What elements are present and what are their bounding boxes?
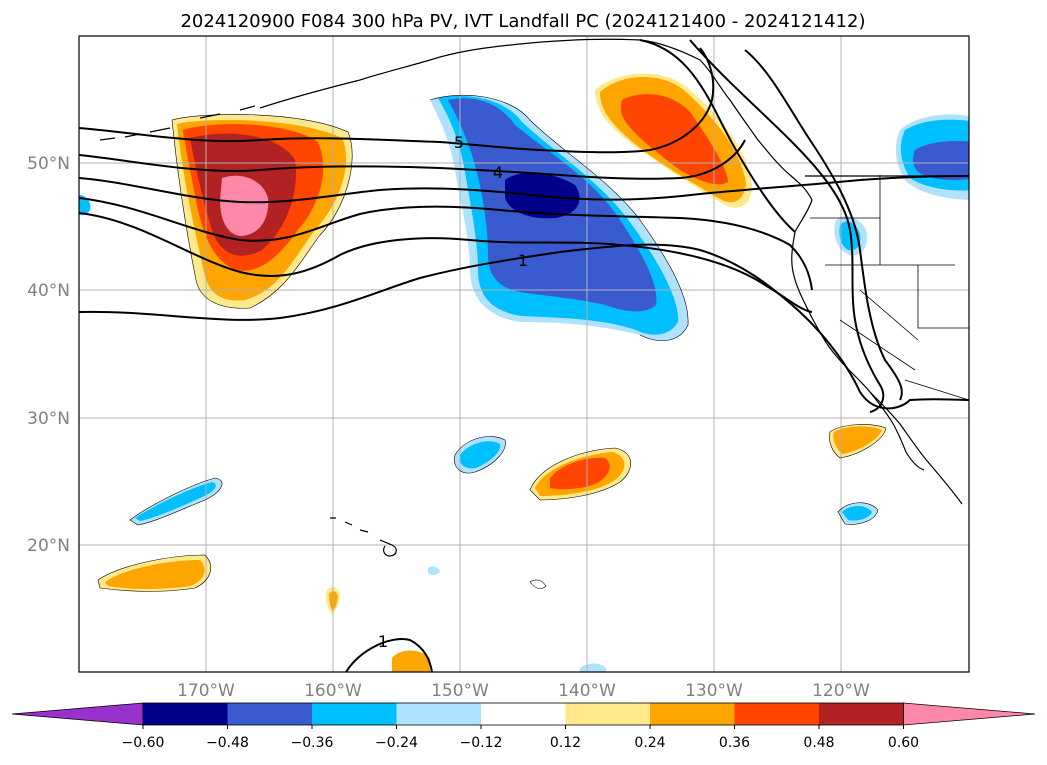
pv-contours — [79, 39, 969, 672]
lat-label-30: 30°N — [27, 409, 70, 429]
colorbar-segment — [650, 703, 735, 725]
negative-anomaly-sw-a-cyan — [135, 482, 216, 521]
colorbar-tick-label: −0.36 — [291, 735, 334, 751]
hawaii-islands — [330, 517, 397, 557]
positive-anomaly-coast-red — [620, 94, 728, 185]
lat-label-50: 50°N — [27, 154, 70, 174]
positive-anomaly-coast-small-orange — [833, 426, 882, 454]
lon-label-160w: 160°W — [304, 681, 362, 701]
colorbar-tick-label: 0.60 — [888, 735, 919, 751]
colorbar-tick-label: 0.24 — [634, 735, 665, 751]
negative-anomaly-mid-a-cyan — [459, 441, 501, 469]
pv-contour-3 — [79, 197, 813, 291]
filled-contours — [79, 73, 969, 672]
contour-label-5: 5 — [454, 133, 464, 152]
positive-anomaly-west-pink — [220, 175, 269, 236]
longitude-labels: 170°W 160°W 150°W 140°W 130°W 120°W — [177, 681, 870, 701]
colorbar-tick-label: −0.48 — [206, 735, 249, 751]
colorbar-tick-label: 0.48 — [803, 735, 834, 751]
contour-label-group: 5 4 1 1 — [378, 133, 528, 651]
positive-anomaly-sw-b-orange — [105, 560, 205, 589]
colorbar-tick-label: −0.60 — [122, 735, 165, 751]
lat-label-40: 40°N — [27, 281, 70, 301]
alaska-coast — [259, 38, 813, 233]
lon-label-140w: 140°W — [558, 681, 616, 701]
negative-anomaly-east-blue — [913, 141, 969, 180]
anomaly-outlines — [97, 94, 887, 592]
pv-contour-4a — [79, 139, 746, 180]
lat-label-20: 20°N — [27, 536, 70, 556]
pv-contour-5 — [79, 47, 715, 154]
colorbar-extend-high — [903, 702, 1036, 726]
colorbar-frame — [142, 702, 904, 726]
colorbar-tick-label: 0.12 — [550, 735, 581, 751]
contour-label-1-north: 1 — [518, 251, 528, 270]
lon-label-170w: 170°W — [177, 681, 235, 701]
figure-title: 2024120900 F084 300 hPa PV, IVT Landfall… — [180, 11, 865, 32]
coastlines — [99, 38, 969, 557]
colorbar: −0.60 −0.48 −0.36 −0.24 −0.12 0.12 0.24 0.36 0.4… — [11, 702, 1036, 751]
colorbar-segment — [819, 703, 904, 725]
contour-label-4: 4 — [493, 163, 503, 182]
colorbar-segment — [312, 703, 397, 725]
aleutian-islands — [99, 105, 256, 141]
pv-contour-inland — [689, 39, 885, 413]
pv-contour-1 — [79, 243, 969, 410]
pv-contour-inland-2 — [744, 49, 903, 401]
pv-contour-coastal — [639, 39, 796, 233]
colorbar-extend-low — [11, 702, 144, 726]
colorbar-segment — [734, 703, 820, 725]
contour-label-1-south: 1 — [378, 632, 388, 651]
lon-label-130w: 130°W — [685, 681, 743, 701]
gridlines — [79, 36, 969, 672]
colorbar-segment — [481, 703, 566, 725]
positive-anomaly-mid-b-red — [550, 457, 610, 490]
colorbar-tick-label: −0.24 — [375, 735, 418, 751]
map-panel: 5 4 1 1 — [78, 35, 970, 673]
negative-anomaly-baja-cyan — [842, 506, 872, 521]
map-frame — [78, 35, 970, 673]
pv-contour-bottom — [345, 638, 433, 672]
colorbar-segment — [143, 703, 228, 725]
colorbar-tick-label: 0.36 — [719, 735, 750, 751]
negative-anomaly-tiny-b — [428, 566, 440, 575]
positive-anomaly-bottom — [392, 650, 430, 672]
latitude-labels: 50°N 40°N 30°N 20°N — [27, 154, 70, 556]
west-coast-us — [791, 231, 963, 505]
colorbar-tick-label: −0.12 — [460, 735, 503, 751]
colorbar-segment — [396, 703, 482, 725]
lon-label-120w: 120°W — [812, 681, 870, 701]
lon-label-150w: 150°W — [431, 681, 489, 701]
pv-contour-4b — [79, 175, 969, 204]
colorbar-segment — [565, 703, 651, 725]
pv-contour-2 — [79, 212, 813, 313]
colorbar-segment — [227, 703, 313, 725]
